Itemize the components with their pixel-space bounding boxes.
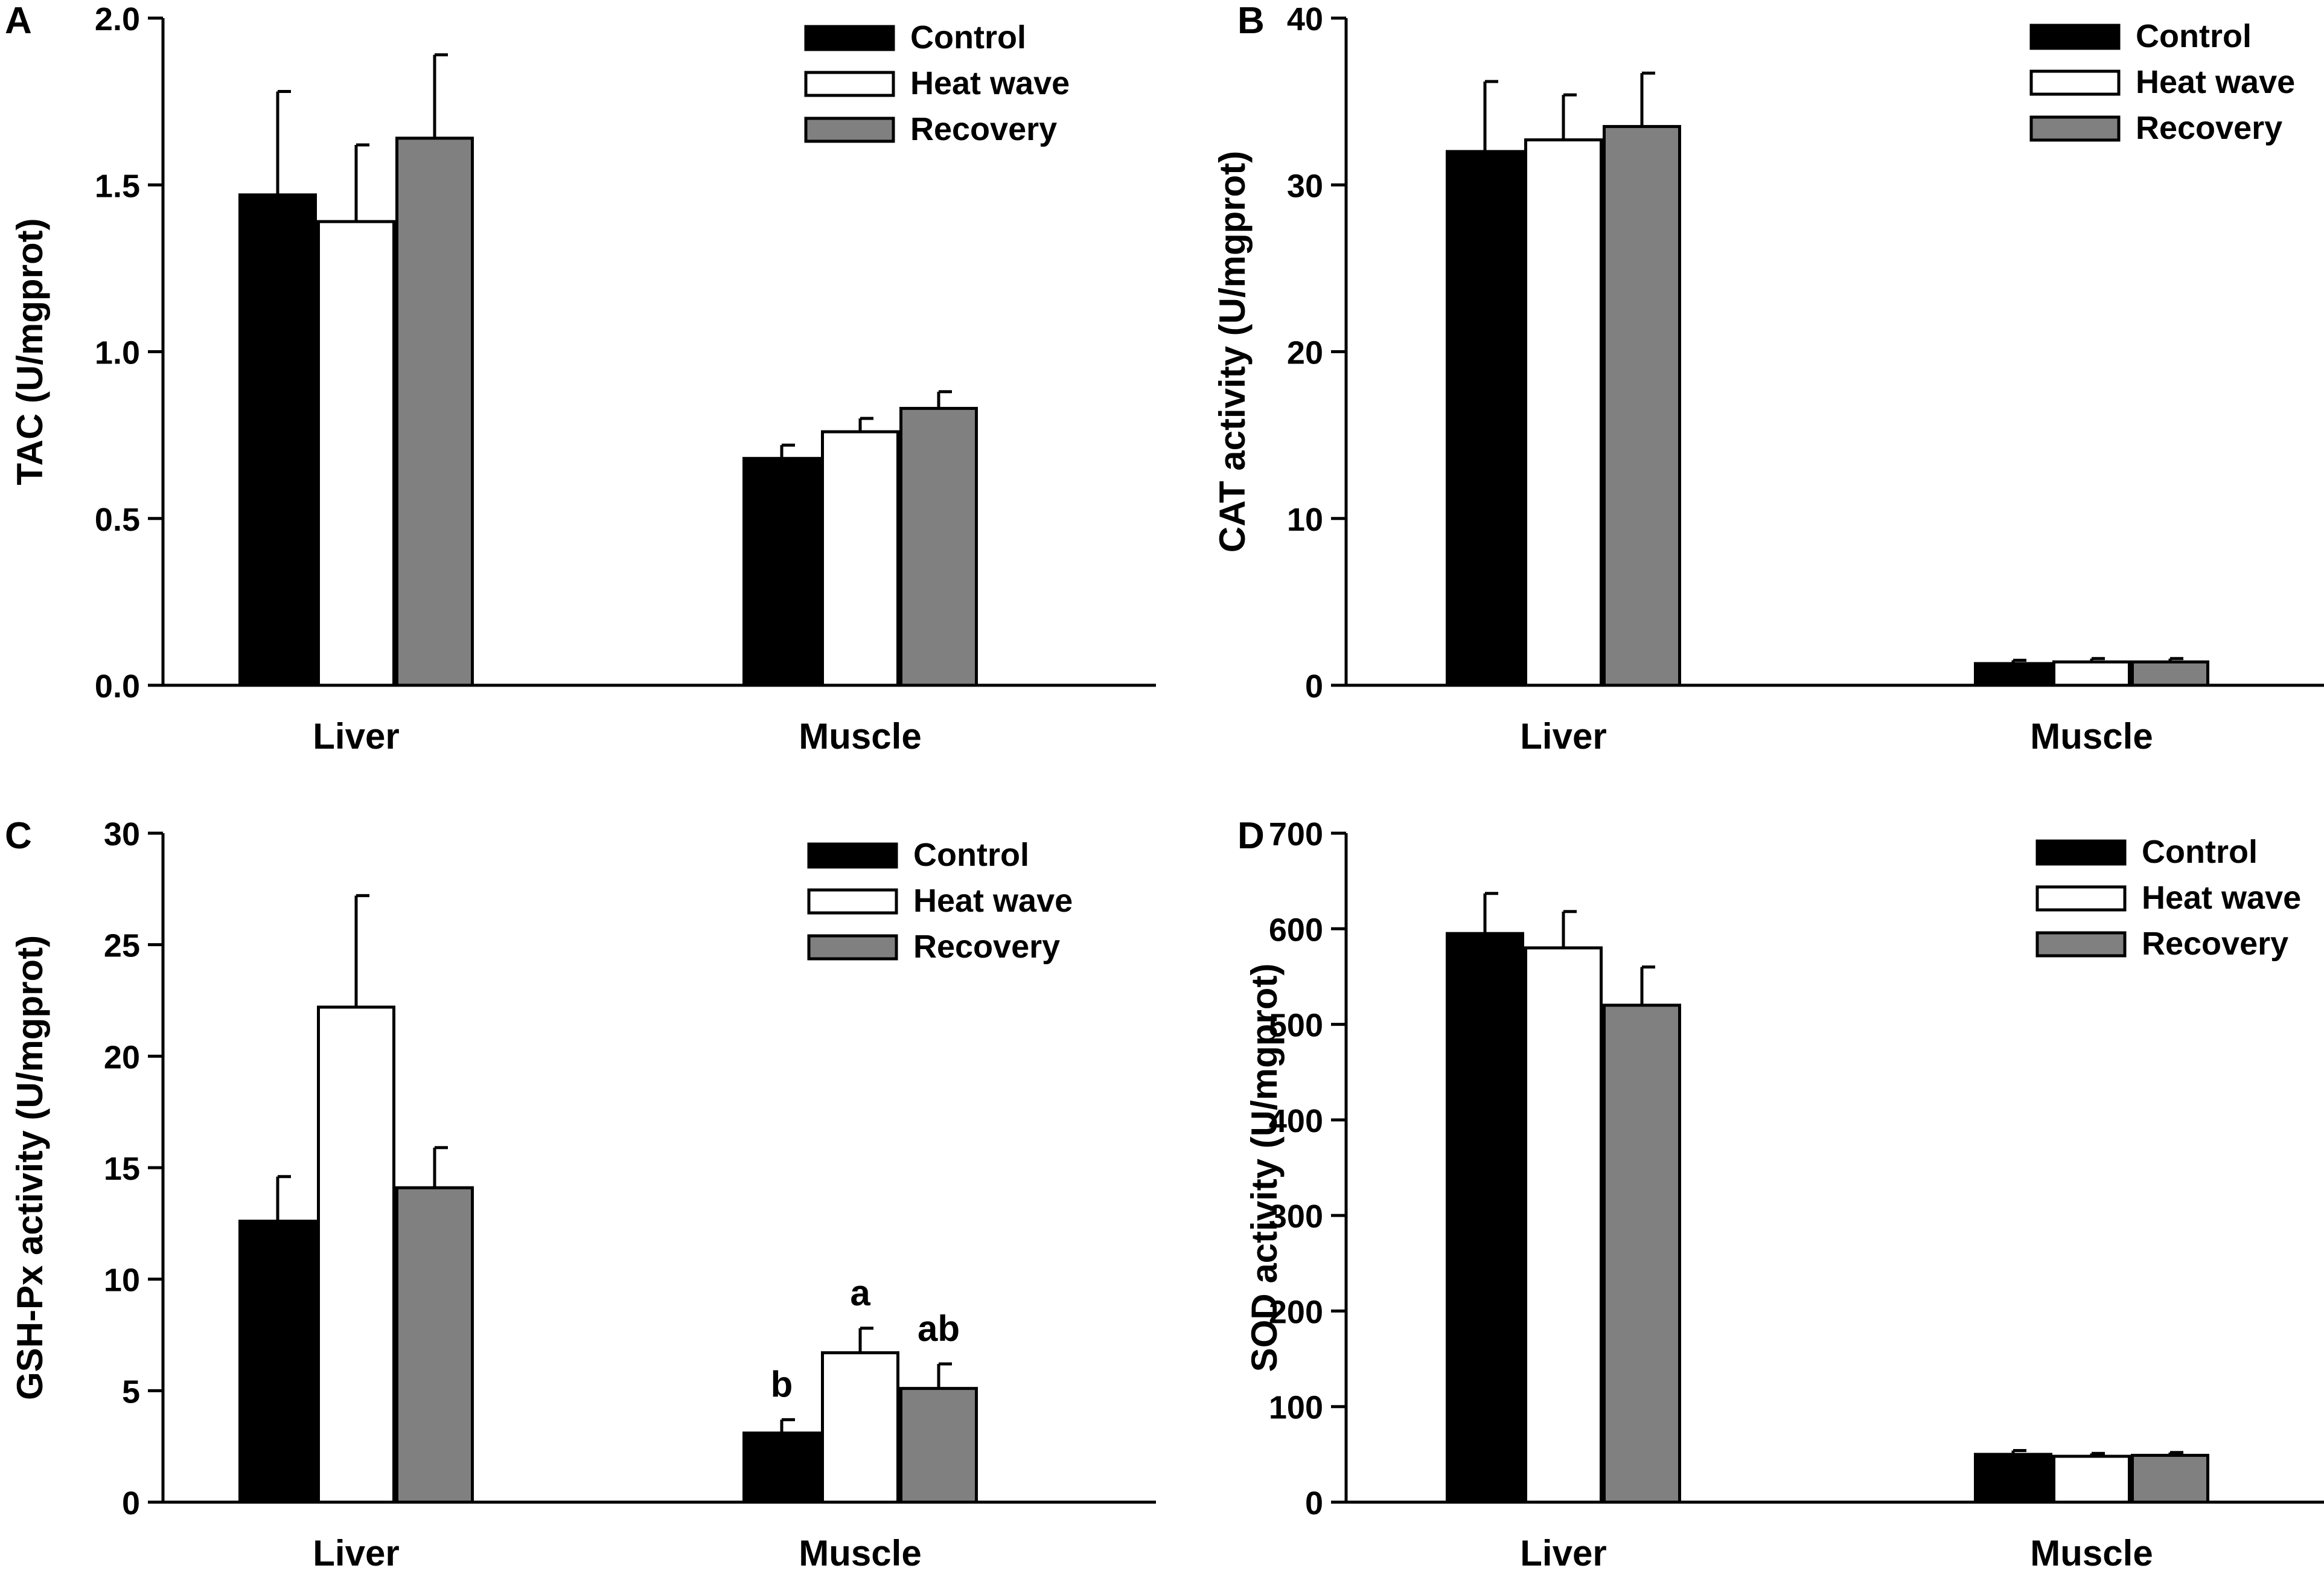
- bar-heat-wave: [317, 1005, 395, 1504]
- y-tick-label: 100: [1269, 1390, 1323, 1426]
- x-category-label: Muscle: [2030, 1533, 2153, 1571]
- legend-label: Recovery: [913, 929, 1060, 965]
- y-axis-label: GSH-Px activity (U/mgprot): [10, 935, 50, 1400]
- panel-letter: D: [1237, 815, 1265, 857]
- panel-letter: B: [1237, 0, 1265, 42]
- legend-label: Recovery: [2142, 926, 2288, 962]
- bar-control: [238, 1220, 317, 1504]
- y-tick-label: 1.0: [95, 335, 140, 371]
- legend-label: Heat wave: [910, 65, 1070, 101]
- y-tick-label: 0: [122, 1485, 140, 1521]
- legend-label: Heat wave: [2142, 880, 2301, 916]
- bar-heat-wave: [1524, 946, 1603, 1504]
- y-tick-label: 20: [1287, 335, 1323, 371]
- y-tick-label: 0.0: [95, 668, 140, 705]
- bar-recovery: [1603, 125, 1681, 687]
- legend-label: Control: [910, 19, 1026, 56]
- y-tick-label: 0: [1305, 668, 1323, 705]
- bar-control: [1974, 662, 2052, 687]
- legend-label: Control: [913, 837, 1029, 873]
- legend-label: Recovery: [2136, 110, 2282, 146]
- panel-C: C 0 5 10 15 20 25 30 GSH-Px activity (U/mgprot) L…: [5, 815, 1156, 1571]
- panel-letter: A: [5, 0, 32, 42]
- legend-label: Recovery: [910, 111, 1057, 147]
- x-category-label: Liver: [1520, 1533, 1606, 1571]
- y-axis-label: TAC (U/mgprot): [10, 218, 50, 485]
- bar-heat-wave: [2052, 1454, 2131, 1504]
- bar-heat-wave: [317, 220, 395, 687]
- bar-control: [1974, 1453, 2052, 1504]
- y-tick-label: 300: [1269, 1198, 1323, 1235]
- legend-swatch-recovery: [2029, 115, 2121, 142]
- significance-label: b: [771, 1364, 793, 1404]
- panel-B: B 0 10 20 30 40 CAT activity (U/mgprot) Liver Mu…: [1212, 0, 2324, 757]
- bar-control: [1446, 150, 1524, 687]
- legend-label: Control: [2136, 18, 2252, 54]
- significance-label: ab: [918, 1308, 960, 1349]
- bar-recovery: [1603, 1003, 1681, 1504]
- legend-swatch-heat-wave: [807, 888, 898, 915]
- legend-swatch-heat-wave: [2035, 885, 2127, 912]
- y-axis-label: SOD activity (U/mgprot): [1244, 964, 1285, 1372]
- bar-control: [742, 456, 821, 687]
- bar-recovery: [395, 136, 474, 687]
- bar-control: [742, 1432, 821, 1504]
- y-tick-label: 200: [1269, 1294, 1323, 1330]
- x-category-label: Liver: [1520, 716, 1606, 757]
- y-tick-label: 700: [1269, 816, 1323, 853]
- y-tick-label: 10: [104, 1262, 140, 1299]
- legend-swatch-heat-wave: [804, 71, 895, 97]
- bar-recovery: [2131, 1453, 2209, 1504]
- bar-heat-wave: [821, 1351, 899, 1504]
- y-tick-label: 20: [104, 1039, 140, 1075]
- y-tick-label: 500: [1269, 1008, 1323, 1044]
- y-tick-label: 15: [104, 1151, 140, 1187]
- panel-D: D 0 100 200 300 400 500 600 700 SOD activity (U/m…: [1237, 815, 2324, 1571]
- bar-recovery: [899, 406, 978, 687]
- y-tick-label: 400: [1269, 1103, 1323, 1139]
- bar-heat-wave: [821, 430, 899, 687]
- y-tick-label: 5: [122, 1374, 140, 1410]
- bar-heat-wave: [2052, 660, 2131, 687]
- legend-swatch-recovery: [2035, 931, 2127, 958]
- y-tick-label: 0: [1305, 1485, 1323, 1521]
- legend-swatch-recovery: [804, 117, 895, 143]
- x-category-label: Muscle: [799, 716, 921, 757]
- panel-A: A 0.0 0.5 1.0 1.5 2.0 TAC (U/mgprot) Liver Muscl…: [5, 0, 1156, 757]
- legend-swatch-control: [804, 25, 895, 51]
- legend-label: Heat wave: [2136, 64, 2295, 100]
- legend-swatch-recovery: [807, 934, 898, 961]
- y-tick-label: 40: [1287, 1, 1323, 37]
- bar-recovery: [899, 1387, 978, 1504]
- panel-letter: C: [5, 815, 32, 857]
- bar-control: [1446, 932, 1524, 1504]
- bar-recovery: [395, 1186, 474, 1504]
- y-tick-label: 25: [104, 928, 140, 964]
- bar-recovery: [2131, 660, 2209, 687]
- y-tick-label: 30: [104, 816, 140, 853]
- y-tick-label: 1.5: [95, 168, 140, 204]
- legend-swatch-control: [807, 842, 898, 869]
- y-tick-label: 10: [1287, 502, 1323, 538]
- legend-swatch-heat-wave: [2029, 69, 2121, 96]
- y-axis-label: CAT activity (U/mgprot): [1212, 151, 1253, 553]
- legend-label: Control: [2142, 834, 2258, 870]
- bar-heat-wave: [1524, 138, 1603, 687]
- legend-label: Heat wave: [913, 883, 1073, 919]
- x-category-label: Liver: [313, 1533, 399, 1571]
- y-tick-label: 600: [1269, 912, 1323, 948]
- legend-swatch-control: [2029, 24, 2121, 50]
- x-category-label: Liver: [313, 716, 399, 757]
- legend-swatch-control: [2035, 839, 2127, 866]
- y-tick-label: 0.5: [95, 502, 140, 538]
- bar-control: [238, 193, 317, 687]
- x-category-label: Muscle: [799, 1533, 921, 1571]
- y-tick-label: 30: [1287, 168, 1323, 204]
- x-category-label: Muscle: [2030, 716, 2153, 757]
- significance-label: a: [850, 1273, 870, 1313]
- y-tick-label: 2.0: [95, 1, 140, 37]
